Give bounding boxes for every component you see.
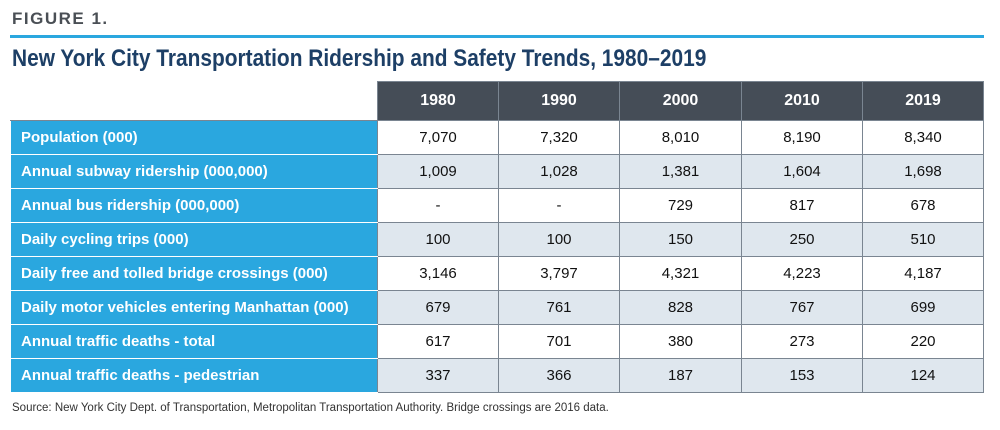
table-cell: 1,028 [498,154,620,189]
table-cell: 1,698 [862,154,984,189]
column-header: 2019 [862,81,984,121]
table-cell: 250 [741,222,863,257]
table-row: Annual traffic deaths - pedestrian 337 3… [10,358,984,393]
table-cell: 153 [741,358,863,393]
table-cell: 767 [741,290,863,325]
table-header-row: 1980 1990 2000 2010 2019 [10,81,984,121]
figure-label: FIGURE 1. [12,9,109,28]
table-cell: 7,070 [377,120,499,155]
source-note: Source: New York City Dept. of Transport… [12,402,609,414]
table-cell: 150 [619,222,742,257]
table-row: Daily motor vehicles entering Manhattan … [10,290,984,325]
row-label: Annual traffic deaths - pedestrian [10,358,378,393]
table-cell: 8,010 [619,120,742,155]
table-row: Annual traffic deaths - total 617 701 38… [10,324,984,359]
row-label: Daily motor vehicles entering Manhattan … [10,290,378,325]
table-cell: 337 [377,358,499,393]
table-cell: 699 [862,290,984,325]
table-cell: 4,223 [741,256,863,291]
header-corner [10,81,378,121]
table-cell: 817 [741,188,863,223]
ridership-table: 1980 1990 2000 2010 2019 Population (000… [10,81,984,393]
table-row: Daily cycling trips (000) 100 100 150 25… [10,222,984,257]
table-cell: 124 [862,358,984,393]
table-cell: 3,146 [377,256,499,291]
figure-title: New York City Transportation Ridership a… [12,45,707,72]
table-cell: 761 [498,290,620,325]
table-cell: 100 [377,222,499,257]
row-label: Annual bus ridership (000,000) [10,188,378,223]
table-cell: 4,321 [619,256,742,291]
table-cell: 1,604 [741,154,863,189]
table-cell: 7,320 [498,120,620,155]
table-row: Annual bus ridership (000,000) - - 729 8… [10,188,984,223]
column-header: 2000 [619,81,742,121]
column-header: 1980 [377,81,499,121]
table-cell: 510 [862,222,984,257]
column-header: 1990 [498,81,620,121]
table-cell: 617 [377,324,499,359]
table-cell: 187 [619,358,742,393]
table-cell: 273 [741,324,863,359]
table-cell: - [377,188,499,223]
table-cell: 8,340 [862,120,984,155]
table-cell: 4,187 [862,256,984,291]
table-row: Population (000) 7,070 7,320 8,010 8,190… [10,120,984,155]
table-cell: 828 [619,290,742,325]
row-label: Population (000) [10,120,378,155]
table-cell: 380 [619,324,742,359]
table-row: Annual subway ridership (000,000) 1,009 … [10,154,984,189]
table-cell: - [498,188,620,223]
table-cell: 100 [498,222,620,257]
column-header: 2010 [741,81,863,121]
title-divider [10,35,984,38]
table-cell: 701 [498,324,620,359]
table-cell: 3,797 [498,256,620,291]
row-label: Daily free and tolled bridge crossings (… [10,256,378,291]
table-cell: 729 [619,188,742,223]
table-cell: 1,381 [619,154,742,189]
table-row: Daily free and tolled bridge crossings (… [10,256,984,291]
table-cell: 679 [377,290,499,325]
table-cell: 678 [862,188,984,223]
table-cell: 1,009 [377,154,499,189]
row-label: Daily cycling trips (000) [10,222,378,257]
table-cell: 8,190 [741,120,863,155]
table-cell: 220 [862,324,984,359]
table-cell: 366 [498,358,620,393]
row-label: Annual subway ridership (000,000) [10,154,378,189]
row-label: Annual traffic deaths - total [10,324,378,359]
